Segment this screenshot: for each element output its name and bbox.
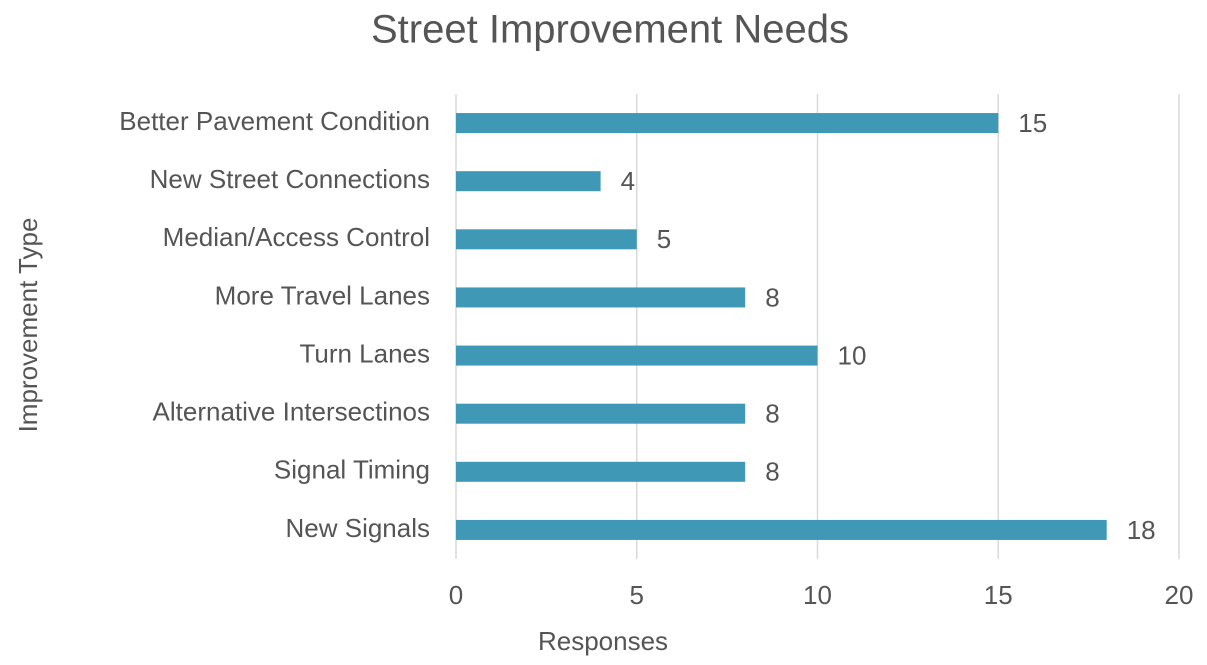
y-tick-label: Better Pavement Condition xyxy=(119,106,430,136)
x-tick-label: 10 xyxy=(803,580,832,610)
x-axis-label: Responses xyxy=(538,626,668,656)
x-tick-label: 20 xyxy=(1165,580,1194,610)
value-label: 8 xyxy=(765,282,779,312)
bar xyxy=(456,345,818,366)
value-label: 5 xyxy=(657,224,671,254)
bar xyxy=(456,403,746,424)
y-tick-label: New Signals xyxy=(285,513,430,543)
y-tick-label: Alternative Intersectinos xyxy=(153,397,430,427)
bar xyxy=(456,519,1107,540)
bar xyxy=(456,113,999,134)
bar xyxy=(456,229,637,250)
y-axis-label: Improvement Type xyxy=(13,218,43,433)
value-label: 4 xyxy=(621,166,635,196)
y-tick-label: New Street Connections xyxy=(150,164,430,194)
y-tick-label: Signal Timing xyxy=(274,455,430,485)
y-tick-label: Turn Lanes xyxy=(299,338,430,368)
x-tick-label: 0 xyxy=(449,580,463,610)
x-tick-label: 15 xyxy=(984,580,1013,610)
x-tick-label: 5 xyxy=(630,580,644,610)
y-tick-label: Median/Access Control xyxy=(163,222,430,252)
bar xyxy=(456,287,746,308)
y-tick-label: More Travel Lanes xyxy=(215,280,430,310)
bar xyxy=(456,171,601,192)
value-label: 8 xyxy=(765,399,779,429)
value-label: 18 xyxy=(1127,515,1156,545)
chart-title: Street Improvement Needs xyxy=(371,8,849,52)
value-label: 8 xyxy=(765,457,779,487)
value-label: 15 xyxy=(1018,108,1047,138)
bar xyxy=(456,461,746,482)
value-label: 10 xyxy=(838,340,867,370)
